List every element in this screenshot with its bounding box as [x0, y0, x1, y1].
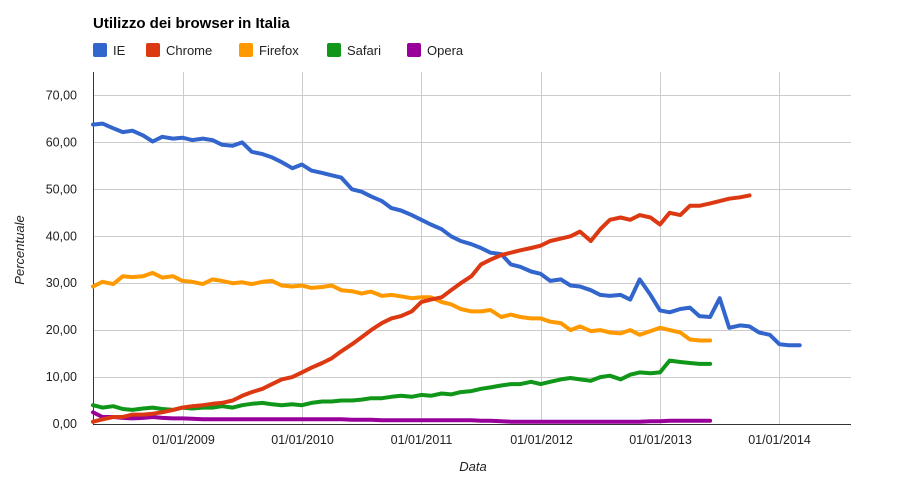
y-tick-label: 0,00 [53, 417, 77, 431]
series-line-chrome [91, 193, 752, 424]
y-axis-title: Percentuale [12, 215, 27, 284]
chart-title: Utilizzo dei browser in Italia [93, 15, 290, 32]
legend-item-chrome: Chrome [146, 43, 212, 58]
y-tick-label: 30,00 [46, 276, 77, 290]
series-line-opera [91, 410, 713, 424]
legend-label: Firefox [259, 43, 299, 58]
series-line-ie [91, 121, 802, 348]
x-tick-label: 01/01/2009 [152, 433, 215, 447]
legend-label: Opera [427, 43, 464, 58]
y-tick-label: 50,00 [46, 182, 77, 196]
x-tick-label: 01/01/2014 [748, 433, 811, 447]
y-tick-label: 40,00 [46, 229, 77, 243]
x-tick-label: 01/01/2010 [271, 433, 334, 447]
y-tick-label: 60,00 [46, 135, 77, 149]
y-tick-label: 70,00 [46, 88, 77, 102]
legend-label: IE [113, 43, 126, 58]
legend-item-firefox: Firefox [239, 43, 299, 58]
y-tick-label: 20,00 [46, 323, 77, 337]
series-line-safari [91, 358, 713, 412]
x-axis-title: Data [459, 459, 486, 474]
grid [93, 72, 851, 425]
legend-item-ie: IE [93, 43, 125, 58]
series-lines [91, 121, 802, 424]
legend-item-opera: Opera [407, 43, 463, 58]
legend-swatch [327, 43, 341, 57]
legend-swatch [93, 43, 107, 57]
series-line-firefox [91, 270, 713, 343]
legend-label: Chrome [166, 43, 213, 58]
x-tick-label: 01/01/2012 [510, 433, 573, 447]
x-tick-label: 01/01/2013 [629, 433, 692, 447]
axes: 0,00 10,00 20,00 30,00 40,00 50,00 60,00 70,00 0… [46, 72, 811, 447]
legend-swatch [407, 43, 421, 57]
y-tick-label: 10,00 [46, 370, 77, 384]
legend-item-safari: Safari [327, 43, 381, 58]
x-tick-label: 01/01/2011 [391, 433, 453, 447]
legend-swatch [239, 43, 253, 57]
legend-label: Safari [347, 43, 381, 58]
legend-swatch [146, 43, 160, 57]
